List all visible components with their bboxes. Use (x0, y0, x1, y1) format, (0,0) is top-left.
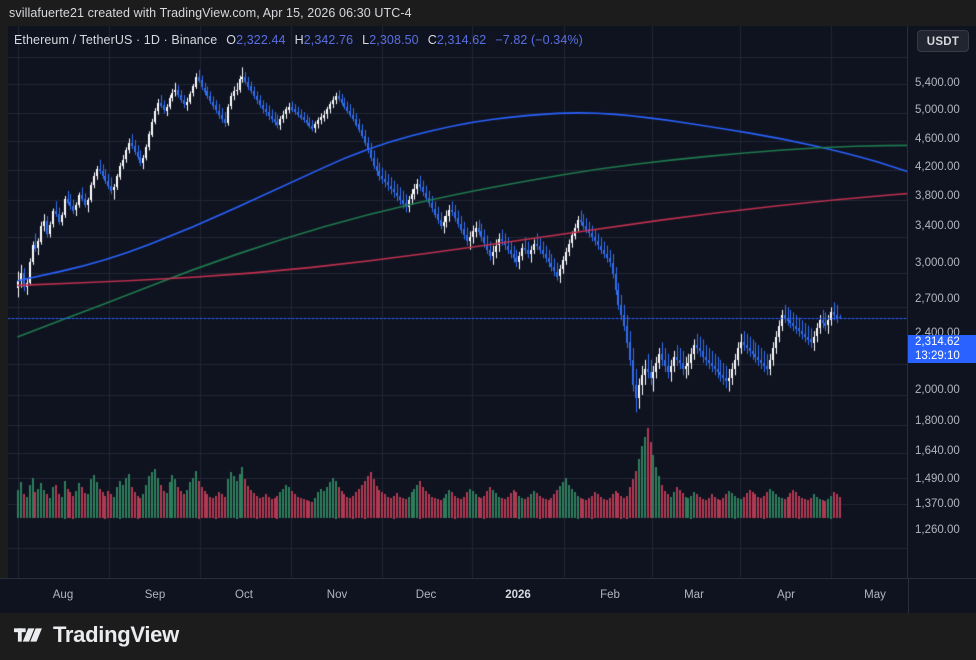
current-price-time: 13:29:10 (915, 350, 960, 362)
attribution-bar: svillafuerte21 created with TradingView.… (0, 0, 976, 26)
price-tick: 3,800.00 (915, 190, 960, 202)
price-chart-canvas[interactable] (8, 26, 976, 612)
price-tick: 4,200.00 (915, 161, 960, 173)
time-tick: Aug (52, 589, 74, 601)
legend-open-value: 2,322.44 (236, 33, 286, 47)
legend-high-key: H (294, 33, 304, 47)
price-tick: 5,400.00 (915, 77, 960, 89)
time-tick: 2026 (505, 589, 531, 601)
currency-badge[interactable]: USDT (917, 30, 969, 52)
price-tick: 3,000.00 (915, 257, 960, 269)
price-scale[interactable]: USDT 2,314.62 13:29:10 5,400.00 5,000.00 4… (907, 26, 976, 612)
legend-low-value: 2,308.50 (369, 33, 419, 47)
chart-left-margin (0, 26, 8, 612)
tradingview-logo-icon (14, 628, 42, 642)
price-tick: 1,640.00 (915, 445, 960, 457)
price-tick: 3,400.00 (915, 220, 960, 232)
price-tick: 1,490.00 (915, 473, 960, 485)
legend-symbol[interactable]: Ethereum / TetherUS · 1D · Binance (14, 33, 218, 47)
chart-canvas-wrapper[interactable] (8, 26, 976, 612)
time-tick: Feb (600, 589, 620, 601)
price-tick: 5,000.00 (915, 104, 960, 116)
footer-bar: TradingView (0, 612, 976, 660)
legend-close-value: 2,314.62 (436, 33, 487, 47)
tradingview-logo-text: TradingView (53, 622, 179, 647)
price-tick: 2,000.00 (915, 384, 960, 396)
price-tick: 4,600.00 (915, 133, 960, 145)
price-tick: 2,700.00 (915, 293, 960, 305)
time-scale-separator (908, 579, 909, 613)
tradingview-logo: TradingView (14, 624, 179, 646)
time-tick: Nov (326, 589, 348, 601)
legend-low: L2,308.50 (362, 33, 419, 47)
time-tick: Dec (415, 589, 437, 601)
time-tick: Sep (144, 589, 166, 601)
time-tick: Mar (684, 589, 704, 601)
current-price-value: 2,314.62 (915, 336, 960, 348)
legend-change: −7.82 (−0.34%) (495, 33, 583, 47)
legend-close: C2,314.62 (428, 33, 487, 47)
current-price-tag: 2,314.62 13:29:10 (908, 335, 976, 363)
legend-low-key: L (362, 33, 370, 47)
time-scale[interactable]: Aug Sep Oct Nov Dec 2026 Feb Mar Apr May (0, 578, 976, 613)
legend-high: H2,342.76 (295, 33, 354, 47)
time-tick: Apr (777, 589, 795, 601)
legend-open-key: O (226, 33, 237, 47)
price-tick: 1,800.00 (915, 415, 960, 427)
time-tick: Oct (235, 589, 253, 601)
legend-open: O2,322.44 (226, 33, 285, 47)
price-tick: 1,260.00 (915, 524, 960, 536)
price-tick: 1,370.00 (915, 498, 960, 510)
legend-close-key: C (427, 33, 437, 47)
chart-legend[interactable]: Ethereum / TetherUS · 1D · Binance O2,32… (14, 30, 583, 50)
time-tick: May (864, 589, 886, 601)
legend-high-value: 2,342.76 (303, 33, 354, 47)
chart-frame (0, 26, 976, 612)
